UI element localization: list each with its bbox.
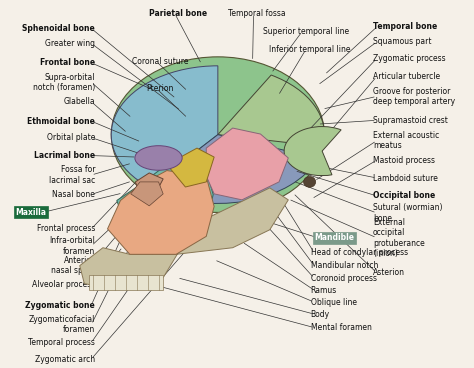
Text: Groove for posterior
deep temporal artery: Groove for posterior deep temporal arter… <box>373 86 455 106</box>
Text: Sphenoidal bone: Sphenoidal bone <box>22 24 95 33</box>
Text: Inferior temporal line: Inferior temporal line <box>269 45 350 54</box>
Text: Lacrimal bone: Lacrimal bone <box>34 151 95 160</box>
Polygon shape <box>80 188 288 290</box>
Text: Superior temporal line: Superior temporal line <box>263 27 349 36</box>
Text: Asterion: Asterion <box>373 268 405 277</box>
Polygon shape <box>89 275 163 290</box>
Text: Zygomatic arch: Zygomatic arch <box>35 354 95 364</box>
Text: Ramus: Ramus <box>310 286 337 295</box>
Wedge shape <box>149 135 318 204</box>
Text: Oblique line: Oblique line <box>310 298 356 307</box>
Wedge shape <box>284 127 341 176</box>
Text: Lambdoid suture: Lambdoid suture <box>373 174 438 183</box>
Polygon shape <box>117 164 213 239</box>
Text: Temporal fossa: Temporal fossa <box>228 9 286 18</box>
Wedge shape <box>218 75 325 146</box>
Ellipse shape <box>111 57 325 212</box>
Text: Supra-orbital
notch (foramen): Supra-orbital notch (foramen) <box>33 72 95 92</box>
Text: Alveolar process: Alveolar process <box>32 280 95 289</box>
Text: Parietal bone: Parietal bone <box>149 9 208 18</box>
Text: Mastoid process: Mastoid process <box>373 156 435 164</box>
Text: Temporal bone: Temporal bone <box>373 22 438 31</box>
Wedge shape <box>111 66 218 187</box>
Text: Coronal suture: Coronal suture <box>132 57 188 66</box>
Text: Nasal bone: Nasal bone <box>52 190 95 199</box>
Text: Coronoid process: Coronoid process <box>310 274 376 283</box>
Text: Temporal process: Temporal process <box>28 338 95 347</box>
Text: Pterion: Pterion <box>146 84 173 93</box>
Polygon shape <box>131 182 163 206</box>
Text: Supramastoid crest: Supramastoid crest <box>373 116 448 125</box>
Text: Zygomaticofacial
foramen: Zygomaticofacial foramen <box>28 315 95 334</box>
Text: Greater wing: Greater wing <box>45 39 95 48</box>
Text: Infra-orbital
foramen: Infra-orbital foramen <box>49 236 95 256</box>
Text: Ethmoidal bone: Ethmoidal bone <box>27 117 95 125</box>
Polygon shape <box>167 148 214 187</box>
Ellipse shape <box>304 177 316 187</box>
Polygon shape <box>108 170 214 254</box>
Text: Occipital bone: Occipital bone <box>373 191 436 201</box>
Polygon shape <box>136 173 163 194</box>
Text: Frontal process: Frontal process <box>36 224 95 233</box>
Text: Orbital plate: Orbital plate <box>46 133 95 142</box>
Ellipse shape <box>135 146 182 170</box>
Polygon shape <box>206 128 288 200</box>
Text: Mandible: Mandible <box>314 233 354 243</box>
Text: Anterior
nasal spine: Anterior nasal spine <box>51 256 95 275</box>
Text: Sutural (wormian)
bone: Sutural (wormian) bone <box>373 204 443 223</box>
Text: Mandibular notch: Mandibular notch <box>310 261 378 270</box>
Text: Glabella: Glabella <box>64 97 95 106</box>
Text: Body: Body <box>310 309 330 319</box>
Text: Zygomatic bone: Zygomatic bone <box>25 301 95 309</box>
Text: Maxilla: Maxilla <box>15 208 46 217</box>
Text: Articular tubercle: Articular tubercle <box>373 72 440 81</box>
Text: Head of condylar process: Head of condylar process <box>310 248 408 257</box>
Text: Mental foramen: Mental foramen <box>310 323 372 332</box>
Text: External
occipital
protuberance
(inion): External occipital protuberance (inion) <box>373 218 425 258</box>
Text: Fossa for
lacrimal sac: Fossa for lacrimal sac <box>49 165 95 185</box>
Text: Zygomatic process: Zygomatic process <box>373 54 446 63</box>
Text: Frontal bone: Frontal bone <box>40 59 95 67</box>
Text: Squamous part: Squamous part <box>373 38 432 46</box>
Text: External acoustic
meatus: External acoustic meatus <box>373 131 439 150</box>
